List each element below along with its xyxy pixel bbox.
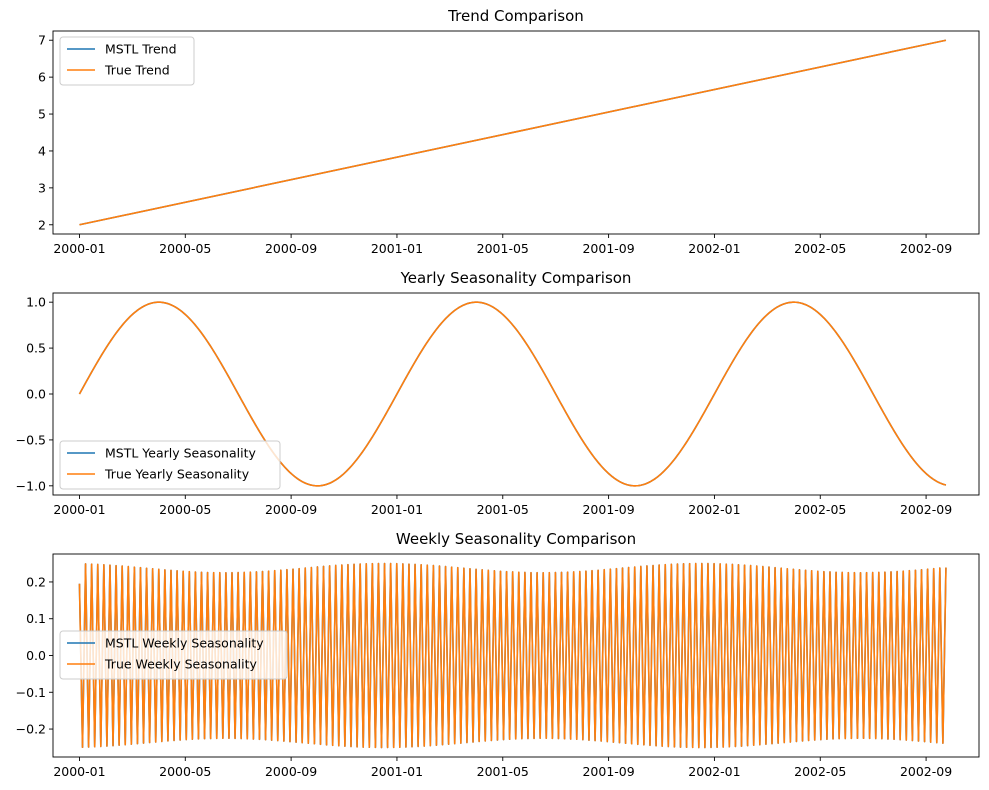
trend-x-tick-label: 2000-01 xyxy=(53,241,105,256)
weekly-lines xyxy=(78,562,947,749)
trend-x-ticks: 2000-01 2000-05 2000-09 2001-01 2001-05 2001-… xyxy=(53,234,952,256)
yearly-y-tick-label: −0.5 xyxy=(16,432,46,447)
weekly-x-tick-label: 2001-09 xyxy=(582,764,634,779)
yearly-x-tick-label: 2002-01 xyxy=(688,502,740,517)
weekly-y-tick-label: 0.1 xyxy=(26,611,46,626)
trend-legend-mstl-label: MSTL Trend xyxy=(105,42,177,57)
yearly-x-tick-label: 2002-09 xyxy=(900,502,952,517)
trend-series-true-line xyxy=(79,39,947,226)
weekly-x-tick-label: 2001-01 xyxy=(371,764,423,779)
weekly-x-tick-label: 2000-01 xyxy=(53,764,105,779)
weekly-panel: Weekly Seasonality Comparison 2000-01 200… xyxy=(16,530,980,779)
weekly-x-tick-label: 2000-05 xyxy=(159,764,211,779)
yearly-panel: Yearly Seasonality Comparison 2000-01 200… xyxy=(16,269,980,517)
trend-x-tick-label: 2001-05 xyxy=(477,241,529,256)
yearly-x-ticks: 2000-01 2000-05 2000-09 2001-01 2001-05 2001-… xyxy=(53,495,952,517)
trend-x-tick-label: 2000-05 xyxy=(159,241,211,256)
trend-y-tick-label: 6 xyxy=(38,70,46,85)
yearly-legend-true-label: True Yearly Seasonality xyxy=(104,467,250,482)
yearly-x-tick-label: 2001-09 xyxy=(582,502,634,517)
weekly-x-tick-label: 2000-09 xyxy=(265,764,317,779)
trend-y-tick-label: 5 xyxy=(38,107,46,122)
trend-y-tick-label: 4 xyxy=(38,143,46,158)
weekly-x-tick-label: 2001-05 xyxy=(477,764,529,779)
trend-lines xyxy=(79,39,947,226)
trend-y-tick-label: 3 xyxy=(38,180,46,195)
weekly-legend-box xyxy=(59,630,288,680)
yearly-legend-box xyxy=(59,440,281,490)
yearly-y-tick-label: 0.5 xyxy=(26,341,46,356)
trend-y-tick-label: 2 xyxy=(38,217,46,232)
weekly-x-tick-label: 2002-05 xyxy=(794,764,846,779)
weekly-x-tick-label: 2002-01 xyxy=(688,764,740,779)
yearly-lines xyxy=(78,301,947,487)
yearly-y-tick-label: 0.0 xyxy=(26,387,46,402)
trend-x-tick-label: 2000-09 xyxy=(265,241,317,256)
trend-y-tick-label: 7 xyxy=(38,33,46,48)
weekly-legend-true-label: True Weekly Seasonality xyxy=(104,657,257,672)
trend-panel: Trend Comparison 2000-01 2000-05 2000-09 20… xyxy=(38,7,980,256)
yearly-x-tick-label: 2000-09 xyxy=(265,502,317,517)
yearly-series-true-line xyxy=(78,301,947,487)
yearly-x-tick-label: 2001-01 xyxy=(371,502,423,517)
trend-y-ticks: 2 3 4 5 6 7 xyxy=(38,33,53,232)
yearly-legend: MSTL Yearly Seasonality True Yearly Seas… xyxy=(59,440,281,490)
weekly-x-ticks: 2000-01 2000-05 2000-09 2001-01 2001-05 2001-… xyxy=(53,757,952,779)
weekly-x-tick-label: 2002-09 xyxy=(900,764,952,779)
yearly-title: Yearly Seasonality Comparison xyxy=(400,269,632,287)
trend-legend: MSTL Trend True Trend xyxy=(59,36,195,86)
weekly-legend-mstl-label: MSTL Weekly Seasonality xyxy=(105,636,264,651)
weekly-y-tick-label: 0.0 xyxy=(26,648,46,663)
trend-x-tick-label: 2002-09 xyxy=(900,241,952,256)
yearly-x-tick-label: 2000-05 xyxy=(159,502,211,517)
weekly-title: Weekly Seasonality Comparison xyxy=(396,530,636,548)
yearly-x-tick-label: 2002-05 xyxy=(794,502,846,517)
yearly-y-tick-label: −1.0 xyxy=(16,478,46,493)
weekly-y-ticks: 0.2 0.1 0.0 −0.1 −0.2 xyxy=(16,574,53,737)
trend-title: Trend Comparison xyxy=(447,7,584,25)
yearly-legend-mstl-label: MSTL Yearly Seasonality xyxy=(105,446,256,461)
weekly-y-tick-label: −0.2 xyxy=(16,722,46,737)
trend-axes-frame xyxy=(52,30,980,235)
yearly-x-tick-label: 2001-05 xyxy=(477,502,529,517)
yearly-y-tick-label: 1.0 xyxy=(26,295,46,310)
trend-x-tick-label: 2001-09 xyxy=(582,241,634,256)
trend-x-tick-label: 2002-01 xyxy=(688,241,740,256)
trend-x-tick-label: 2002-05 xyxy=(794,241,846,256)
yearly-x-tick-label: 2000-01 xyxy=(53,502,105,517)
weekly-y-tick-label: −0.1 xyxy=(16,685,46,700)
weekly-legend: MSTL Weekly Seasonality True Weekly Seas… xyxy=(59,630,288,680)
trend-x-tick-label: 2001-01 xyxy=(371,241,423,256)
trend-legend-true-label: True Trend xyxy=(104,63,170,78)
yearly-y-ticks: 1.0 0.5 0.0 −0.5 −1.0 xyxy=(16,295,53,493)
weekly-series-true-line xyxy=(78,562,947,749)
weekly-y-tick-label: 0.2 xyxy=(26,574,46,589)
